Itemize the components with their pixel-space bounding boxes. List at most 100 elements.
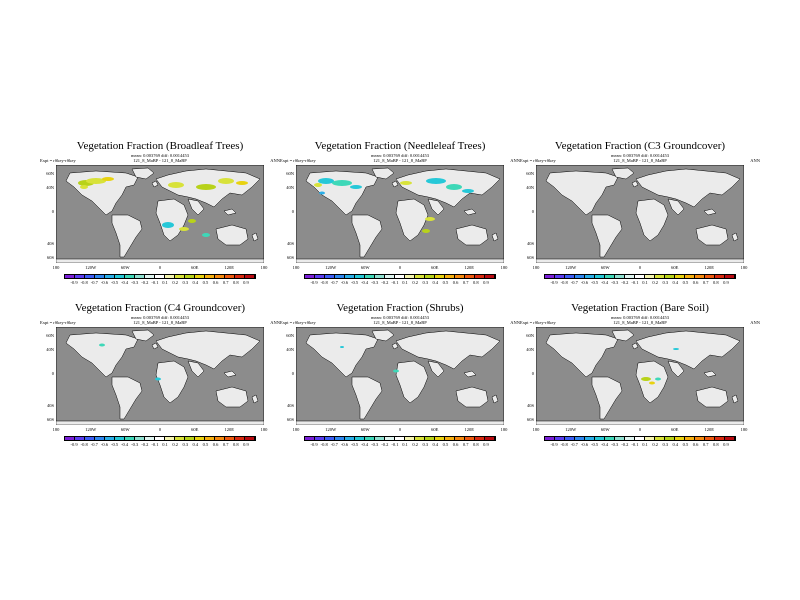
landmass: [611, 329, 635, 342]
vegetation-anomaly: [318, 178, 334, 184]
lat-tick-label: 60S: [46, 416, 54, 422]
colorbar-label: -0.2: [141, 280, 149, 285]
lat-tick-label: 40N: [46, 346, 54, 352]
colorbar-label: 0.5: [442, 442, 449, 447]
colorbar-label: 0.3: [182, 442, 189, 447]
lat-tick-label: 0: [531, 208, 534, 214]
colorbar-swatch: [615, 275, 625, 278]
lon-tick-label: 60E: [191, 265, 199, 270]
colorbar-swatch: [665, 437, 675, 440]
lon-tick-label: 120W: [85, 265, 97, 270]
vegetation-anomaly: [641, 377, 651, 381]
landmass: [427, 198, 445, 216]
landmass: [455, 224, 489, 246]
colorbar-swatch: [395, 275, 405, 278]
colorbar-label: 0.1: [642, 442, 648, 447]
colorbar-label: -0.4: [361, 442, 369, 447]
landmass: [351, 214, 383, 258]
lon-tick-label: 180: [292, 265, 300, 270]
colorbar-label: -0.3: [611, 442, 619, 447]
colorbar-label: -0.3: [611, 280, 619, 285]
colorbar-swatch: [165, 437, 175, 440]
panel-season: ANN: [510, 158, 520, 163]
landmass: [111, 376, 143, 420]
colorbar-swatch: [475, 437, 485, 440]
colorbar-label: -0.2: [381, 442, 389, 447]
landmass: [131, 167, 155, 180]
colorbar-label: -0.6: [580, 442, 588, 447]
landmass: [631, 180, 639, 188]
landmass: [305, 332, 379, 378]
panel-diff: 121_8_MaBP - 121_8_MaBP: [133, 320, 187, 325]
colorbar-label: 0.6: [452, 280, 459, 285]
landmass: [215, 224, 249, 246]
colorbar-swatch: [175, 275, 185, 278]
panel-diff: 121_8_MaBP - 121_8_MaBP: [613, 320, 667, 325]
landmass: [251, 394, 259, 404]
landmass: [111, 214, 143, 258]
landmass: [187, 198, 205, 216]
landmass: [151, 342, 159, 350]
colorbar-swatch: [455, 275, 465, 278]
colorbar-label: 0.9: [723, 280, 729, 285]
colorbar-swatch: [315, 275, 325, 278]
colorbar-label: -0.9: [310, 280, 318, 285]
colorbar-label: 0.7: [702, 280, 709, 285]
colorbar-label: -0.4: [601, 280, 609, 285]
map-panel: Vegetation Fraction (Shrubs) mean: 0.0037…: [280, 302, 520, 482]
colorbar-swatch: [675, 437, 685, 440]
vegetation-anomaly: [655, 377, 661, 381]
lat-tick-label: 40S: [526, 402, 534, 408]
colorbar-label: 0.2: [172, 442, 178, 447]
lon-tick-label: 0: [638, 265, 642, 270]
colorbar-swatch: [695, 437, 705, 440]
panel-stats: mean: 0.003769 diff: 0.0014453: [130, 315, 190, 320]
lat-tick-label: 40N: [46, 184, 54, 190]
lon-tick-label: 180: [532, 265, 540, 270]
lat-tick-label: 0: [51, 370, 54, 376]
lon-tick-label: 0: [158, 427, 162, 432]
lon-tick-label: 120W: [565, 265, 577, 270]
landmass: [545, 332, 619, 378]
colorbar-label: -0.1: [151, 442, 159, 447]
colorbar-swatch: [205, 275, 215, 278]
colorbar-label: 0.3: [662, 442, 669, 447]
colorbar-label: 0.4: [672, 280, 679, 285]
lat-tick-label: 40N: [526, 184, 534, 190]
panel-diff: 121_8_MaBP - 121_8_MaBP: [133, 158, 187, 163]
colorbar: -0.9 -0.8 -0.7 -0.6 -0.5 -0.4 -0.3 -0.2 -0.1 0.1 0…: [304, 274, 496, 285]
colorbar-label: 0.7: [462, 280, 469, 285]
lat-tick-label: 60N: [526, 170, 534, 176]
landmass: [463, 208, 477, 216]
colorbar-swatch: [625, 437, 635, 440]
lat-tick-label: 60S: [526, 416, 534, 422]
colorbar-swatch: [705, 437, 715, 440]
landmass: [155, 198, 189, 242]
landmass: [151, 180, 159, 188]
colorbar-label: -0.1: [391, 442, 399, 447]
colorbar-swatch: [135, 275, 145, 278]
world-map-icon: [536, 165, 744, 263]
colorbar-swatch: [415, 275, 425, 278]
colorbar-label: 0.3: [182, 280, 189, 285]
colorbar-label: -0.2: [621, 442, 629, 447]
colorbar-swatch: [715, 437, 725, 440]
colorbar-swatch: [235, 275, 245, 278]
colorbar-swatch: [225, 437, 235, 440]
landmass: [371, 329, 395, 342]
landmass: [395, 360, 429, 404]
colorbar-swatch: [305, 275, 315, 278]
landmass: [296, 258, 504, 263]
landmass: [635, 168, 741, 208]
colorbar-label: 0.9: [243, 280, 249, 285]
colorbar-label: 0.6: [692, 280, 699, 285]
landmass: [351, 376, 383, 420]
colorbar-swatch: [435, 437, 445, 440]
landmass: [536, 258, 744, 263]
lat-tick-label: 40S: [286, 402, 294, 408]
colorbar-swatch: [195, 437, 205, 440]
panel-expt: Expt = rSkey-rSkey: [280, 320, 316, 325]
lon-tick-label: 0: [158, 265, 162, 270]
colorbar-swatch: [85, 437, 95, 440]
colorbar-label: 0.8: [712, 280, 719, 285]
